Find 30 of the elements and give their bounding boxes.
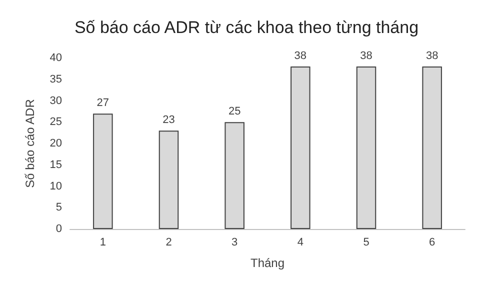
y-tick-label: 10 bbox=[50, 180, 62, 192]
x-tick-label: 1 bbox=[100, 236, 106, 248]
bar bbox=[422, 66, 442, 229]
x-axis-title: Tháng bbox=[250, 256, 285, 270]
x-tick-label: 5 bbox=[363, 236, 370, 248]
y-tick-label: 0 bbox=[56, 223, 62, 235]
data-label: 25 bbox=[228, 106, 241, 118]
y-tick-label: 5 bbox=[56, 202, 62, 214]
bar bbox=[224, 122, 244, 229]
y-tick-label: 25 bbox=[50, 116, 62, 128]
bar bbox=[290, 66, 310, 229]
x-tick-label: 6 bbox=[429, 236, 436, 248]
bar bbox=[356, 66, 376, 229]
y-tick-label: 35 bbox=[50, 73, 62, 86]
data-label: 38 bbox=[426, 50, 438, 62]
data-label: 38 bbox=[360, 50, 372, 62]
y-axis-title: Số báo cáo ADR bbox=[23, 98, 37, 188]
y-tick-label: 40 bbox=[50, 52, 62, 64]
bar bbox=[158, 130, 179, 229]
y-tick-label: 20 bbox=[50, 138, 62, 150]
x-tick-label: 4 bbox=[297, 236, 304, 248]
data-label: 27 bbox=[96, 97, 110, 110]
data-label: 23 bbox=[162, 114, 175, 126]
bar bbox=[93, 114, 113, 229]
data-label: 38 bbox=[294, 50, 307, 62]
chart-title: Số báo cáo ADR từ các khoa theo từng tháng bbox=[74, 18, 419, 37]
x-tick-label: 3 bbox=[232, 236, 238, 248]
y-tick-label: 30 bbox=[50, 94, 62, 107]
x-tick-label: 2 bbox=[166, 236, 172, 248]
y-tick-label: 15 bbox=[50, 158, 62, 171]
